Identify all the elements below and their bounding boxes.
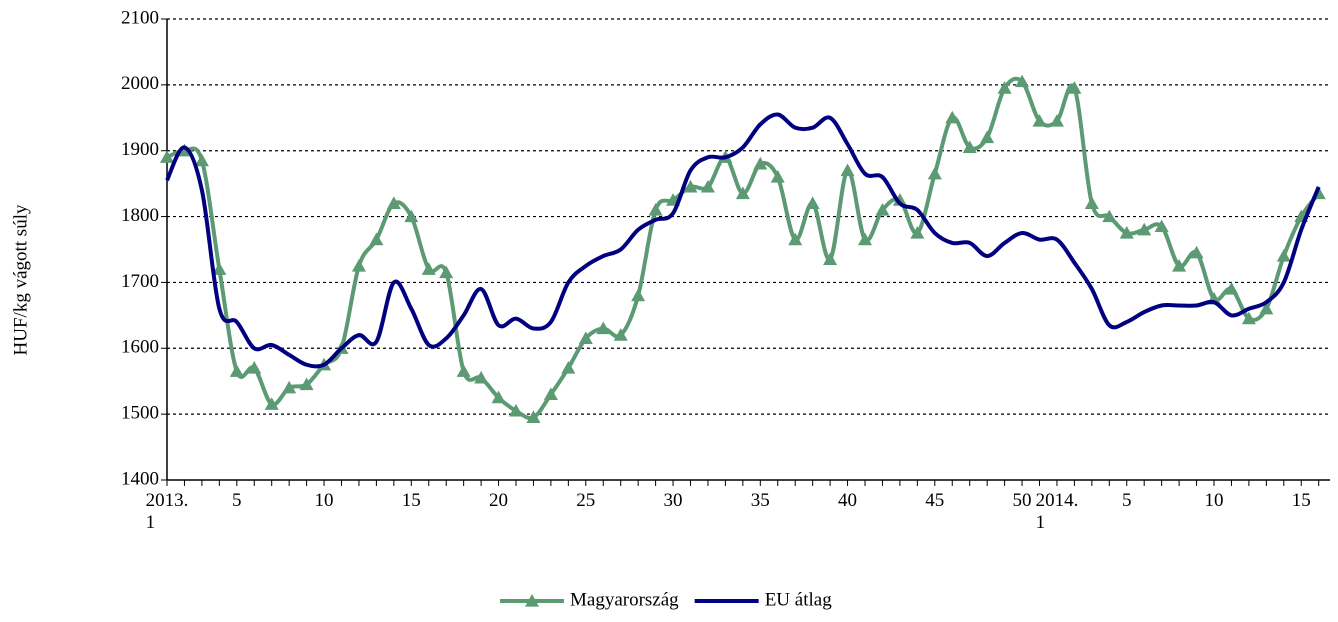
marker — [421, 262, 436, 275]
y-tick-label: 1800 — [121, 205, 159, 226]
marker — [700, 179, 715, 193]
marker — [1154, 219, 1169, 233]
marker — [474, 370, 489, 384]
x-tick-label: 30 — [663, 490, 683, 511]
y-tick-label: 1700 — [121, 271, 159, 292]
marker — [997, 81, 1012, 94]
marker — [945, 110, 960, 124]
marker — [561, 361, 576, 374]
marker — [229, 364, 244, 377]
marker — [596, 321, 611, 335]
marker — [962, 140, 977, 154]
marker — [247, 361, 262, 374]
marker — [1259, 301, 1274, 315]
marker — [177, 143, 192, 157]
legend-label: EU átlag — [765, 589, 833, 610]
marker — [1049, 114, 1064, 127]
x-tick-label: 40 — [838, 490, 858, 511]
marker — [1224, 282, 1239, 295]
marker — [770, 170, 785, 183]
marker — [282, 380, 297, 394]
x-tick-label: 5 — [232, 490, 242, 511]
y-tick-label: 1900 — [121, 139, 159, 160]
marker — [491, 390, 506, 404]
marker — [299, 377, 314, 391]
x-tick-label: 45 — [925, 490, 945, 511]
marker — [369, 232, 384, 246]
marker — [788, 232, 803, 246]
marker — [1276, 249, 1291, 262]
marker — [509, 403, 523, 417]
x-tick-label: 15 — [401, 490, 421, 511]
marker — [212, 262, 227, 275]
marker — [910, 226, 925, 239]
marker — [683, 179, 698, 193]
marker — [805, 196, 820, 209]
marker — [1172, 258, 1187, 272]
marker — [840, 163, 855, 177]
legend-marker — [525, 594, 539, 607]
marker — [1015, 74, 1030, 88]
x-tick-label: 2014. 1 — [1035, 490, 1079, 533]
series-line — [165, 112, 1321, 369]
marker — [1102, 209, 1117, 223]
x-tick-label: 35 — [750, 490, 770, 511]
marker — [386, 196, 401, 209]
x-tick-label: 5 — [1122, 490, 1132, 511]
marker — [613, 328, 628, 341]
marker — [578, 331, 593, 345]
marker — [735, 186, 750, 200]
marker — [439, 265, 454, 279]
y-tick-label: 1600 — [121, 337, 159, 358]
marker — [858, 232, 872, 246]
marker — [1189, 245, 1204, 259]
y-tick-label: 2100 — [121, 7, 159, 28]
marker — [648, 202, 663, 216]
y-tick-label: 1400 — [121, 468, 159, 489]
marker — [1084, 196, 1099, 209]
x-tick-label: 50 — [1012, 490, 1032, 511]
legend-label: Magyarország — [570, 589, 679, 610]
marker — [194, 153, 209, 167]
marker — [1067, 81, 1082, 94]
y-tick-label: 1500 — [121, 403, 159, 424]
marker — [351, 258, 366, 272]
marker — [631, 288, 646, 302]
x-tick-label: 10 — [1204, 490, 1224, 511]
x-tick-label: 15 — [1291, 490, 1311, 511]
marker — [160, 150, 174, 163]
y-tick-label: 2000 — [121, 73, 159, 94]
x-tick-label: 25 — [576, 490, 596, 511]
marker — [1032, 114, 1047, 127]
marker — [980, 130, 995, 144]
x-tick-label: 20 — [489, 490, 509, 511]
marker — [1119, 226, 1134, 239]
marker — [823, 252, 838, 265]
marker — [526, 410, 541, 424]
marker — [875, 202, 890, 216]
x-tick-label: 2013. 1 — [145, 490, 189, 533]
marker — [264, 397, 279, 410]
y-axis-label: HUF/kg vágott súly — [10, 204, 31, 355]
marker — [892, 193, 907, 206]
marker — [753, 156, 768, 170]
marker — [1241, 311, 1256, 325]
series-line — [166, 76, 1321, 421]
x-tick-label: 10 — [314, 490, 334, 511]
marker — [404, 209, 419, 223]
marker — [543, 387, 558, 400]
marker — [456, 364, 471, 377]
marker — [927, 166, 942, 180]
marker — [1137, 222, 1152, 236]
